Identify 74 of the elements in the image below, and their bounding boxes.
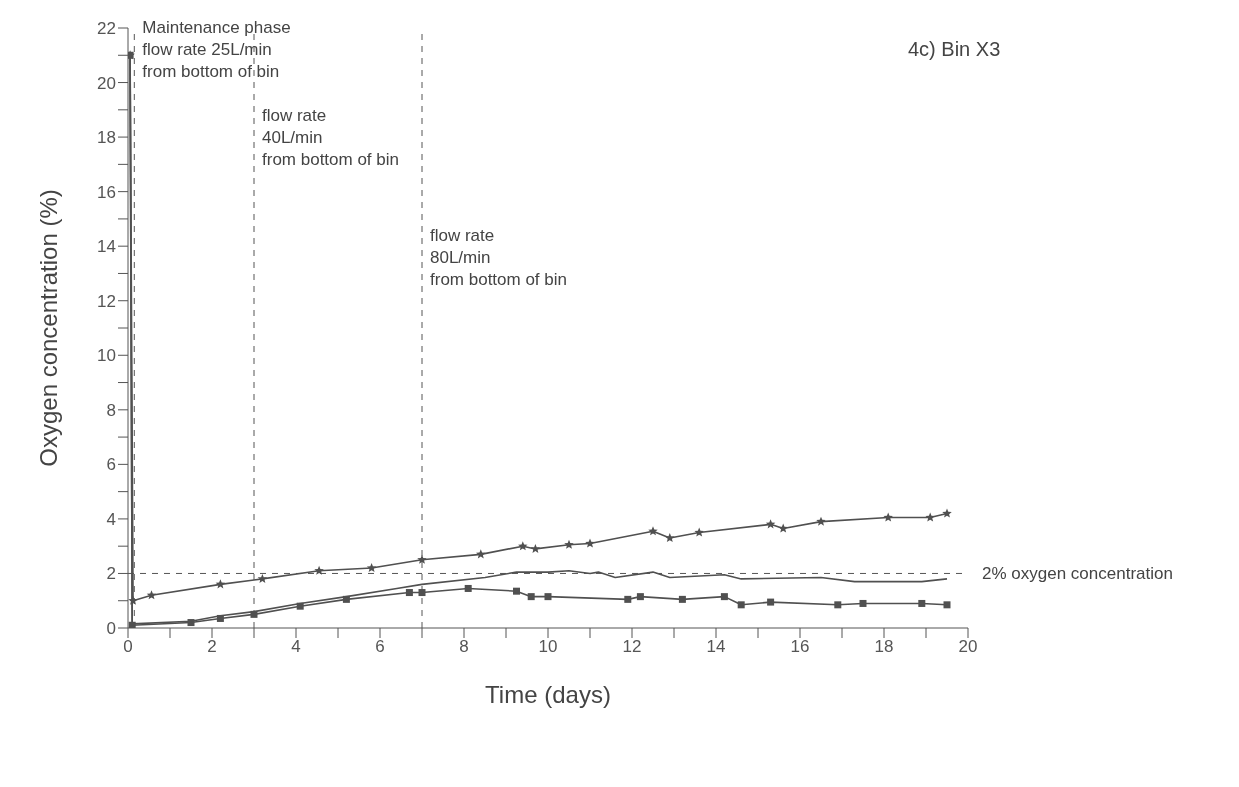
point (678, 595, 686, 603)
point (834, 601, 842, 609)
text: 4c) Bin X3 (908, 38, 1001, 61)
y-tick-label: 18 (97, 128, 116, 148)
point (342, 595, 350, 603)
annotation: flow rate 80L/min from bottom of bin (430, 225, 568, 289)
y-tick-label: 16 (97, 182, 116, 202)
point (128, 51, 134, 59)
y-tick-label: 12 (97, 291, 116, 311)
point (530, 543, 541, 553)
point (476, 549, 486, 559)
y-axis-title: Oxygen concentration (%) (34, 189, 62, 467)
point (665, 533, 675, 543)
point (778, 523, 788, 533)
x-axis-title: Time (days) (485, 681, 611, 708)
y-tick-label: 0 (106, 619, 116, 639)
point (918, 599, 926, 607)
point (464, 584, 472, 592)
x-tick-label: 20 (958, 637, 978, 657)
x-tick-label: 4 (291, 637, 301, 657)
point (366, 563, 377, 573)
point (146, 590, 157, 600)
point (942, 508, 952, 518)
y-tick-label: 6 (106, 455, 116, 475)
point (257, 573, 268, 583)
point (585, 538, 595, 548)
x-tick-label: 0 (123, 637, 133, 657)
point (405, 589, 413, 597)
point (943, 601, 951, 609)
x-tick-label: 12 (622, 637, 642, 657)
point (314, 565, 324, 575)
y-tick-label: 10 (97, 346, 116, 366)
annotation: Maintenance phase flow rate 25L/min from bottom of bin (142, 18, 291, 82)
x-tick-label: 10 (538, 637, 558, 657)
point (518, 541, 528, 551)
y-tick-label: 20 (97, 73, 116, 93)
x-tick-label: 18 (874, 637, 894, 657)
point (216, 614, 224, 622)
point (694, 527, 704, 537)
point (527, 593, 535, 601)
point (737, 601, 745, 609)
point (624, 595, 632, 603)
x-tick-label: 14 (706, 637, 726, 657)
y-tick-label: 14 (97, 237, 116, 257)
point (636, 593, 644, 601)
point (765, 519, 776, 529)
y-tick-label: 22 (97, 19, 116, 39)
x-tick-label: 16 (790, 637, 810, 657)
point (250, 610, 258, 618)
x-tick-label: 8 (459, 637, 469, 657)
point (128, 621, 136, 628)
point (648, 526, 658, 536)
point (128, 595, 138, 605)
point (187, 619, 195, 627)
point (883, 512, 893, 522)
point (859, 599, 867, 607)
point (564, 539, 574, 549)
y-tick-label: 8 (106, 400, 116, 420)
point (418, 589, 426, 597)
point (215, 579, 226, 589)
y-tick-label: 2 (106, 564, 116, 584)
x-tick-label: 2 (207, 637, 217, 657)
point (417, 554, 427, 564)
ref-line-label: 2% oxygen concentration (982, 564, 1173, 584)
annotation: flow rate 40L/min from bottom of bin (262, 105, 400, 169)
x-tick-label: 6 (375, 637, 385, 657)
point (720, 593, 728, 601)
point (513, 587, 520, 595)
y-tick-label: 4 (106, 509, 116, 529)
point (544, 593, 552, 601)
point (816, 516, 826, 526)
point (296, 602, 304, 610)
point (767, 598, 775, 606)
point (925, 512, 935, 522)
